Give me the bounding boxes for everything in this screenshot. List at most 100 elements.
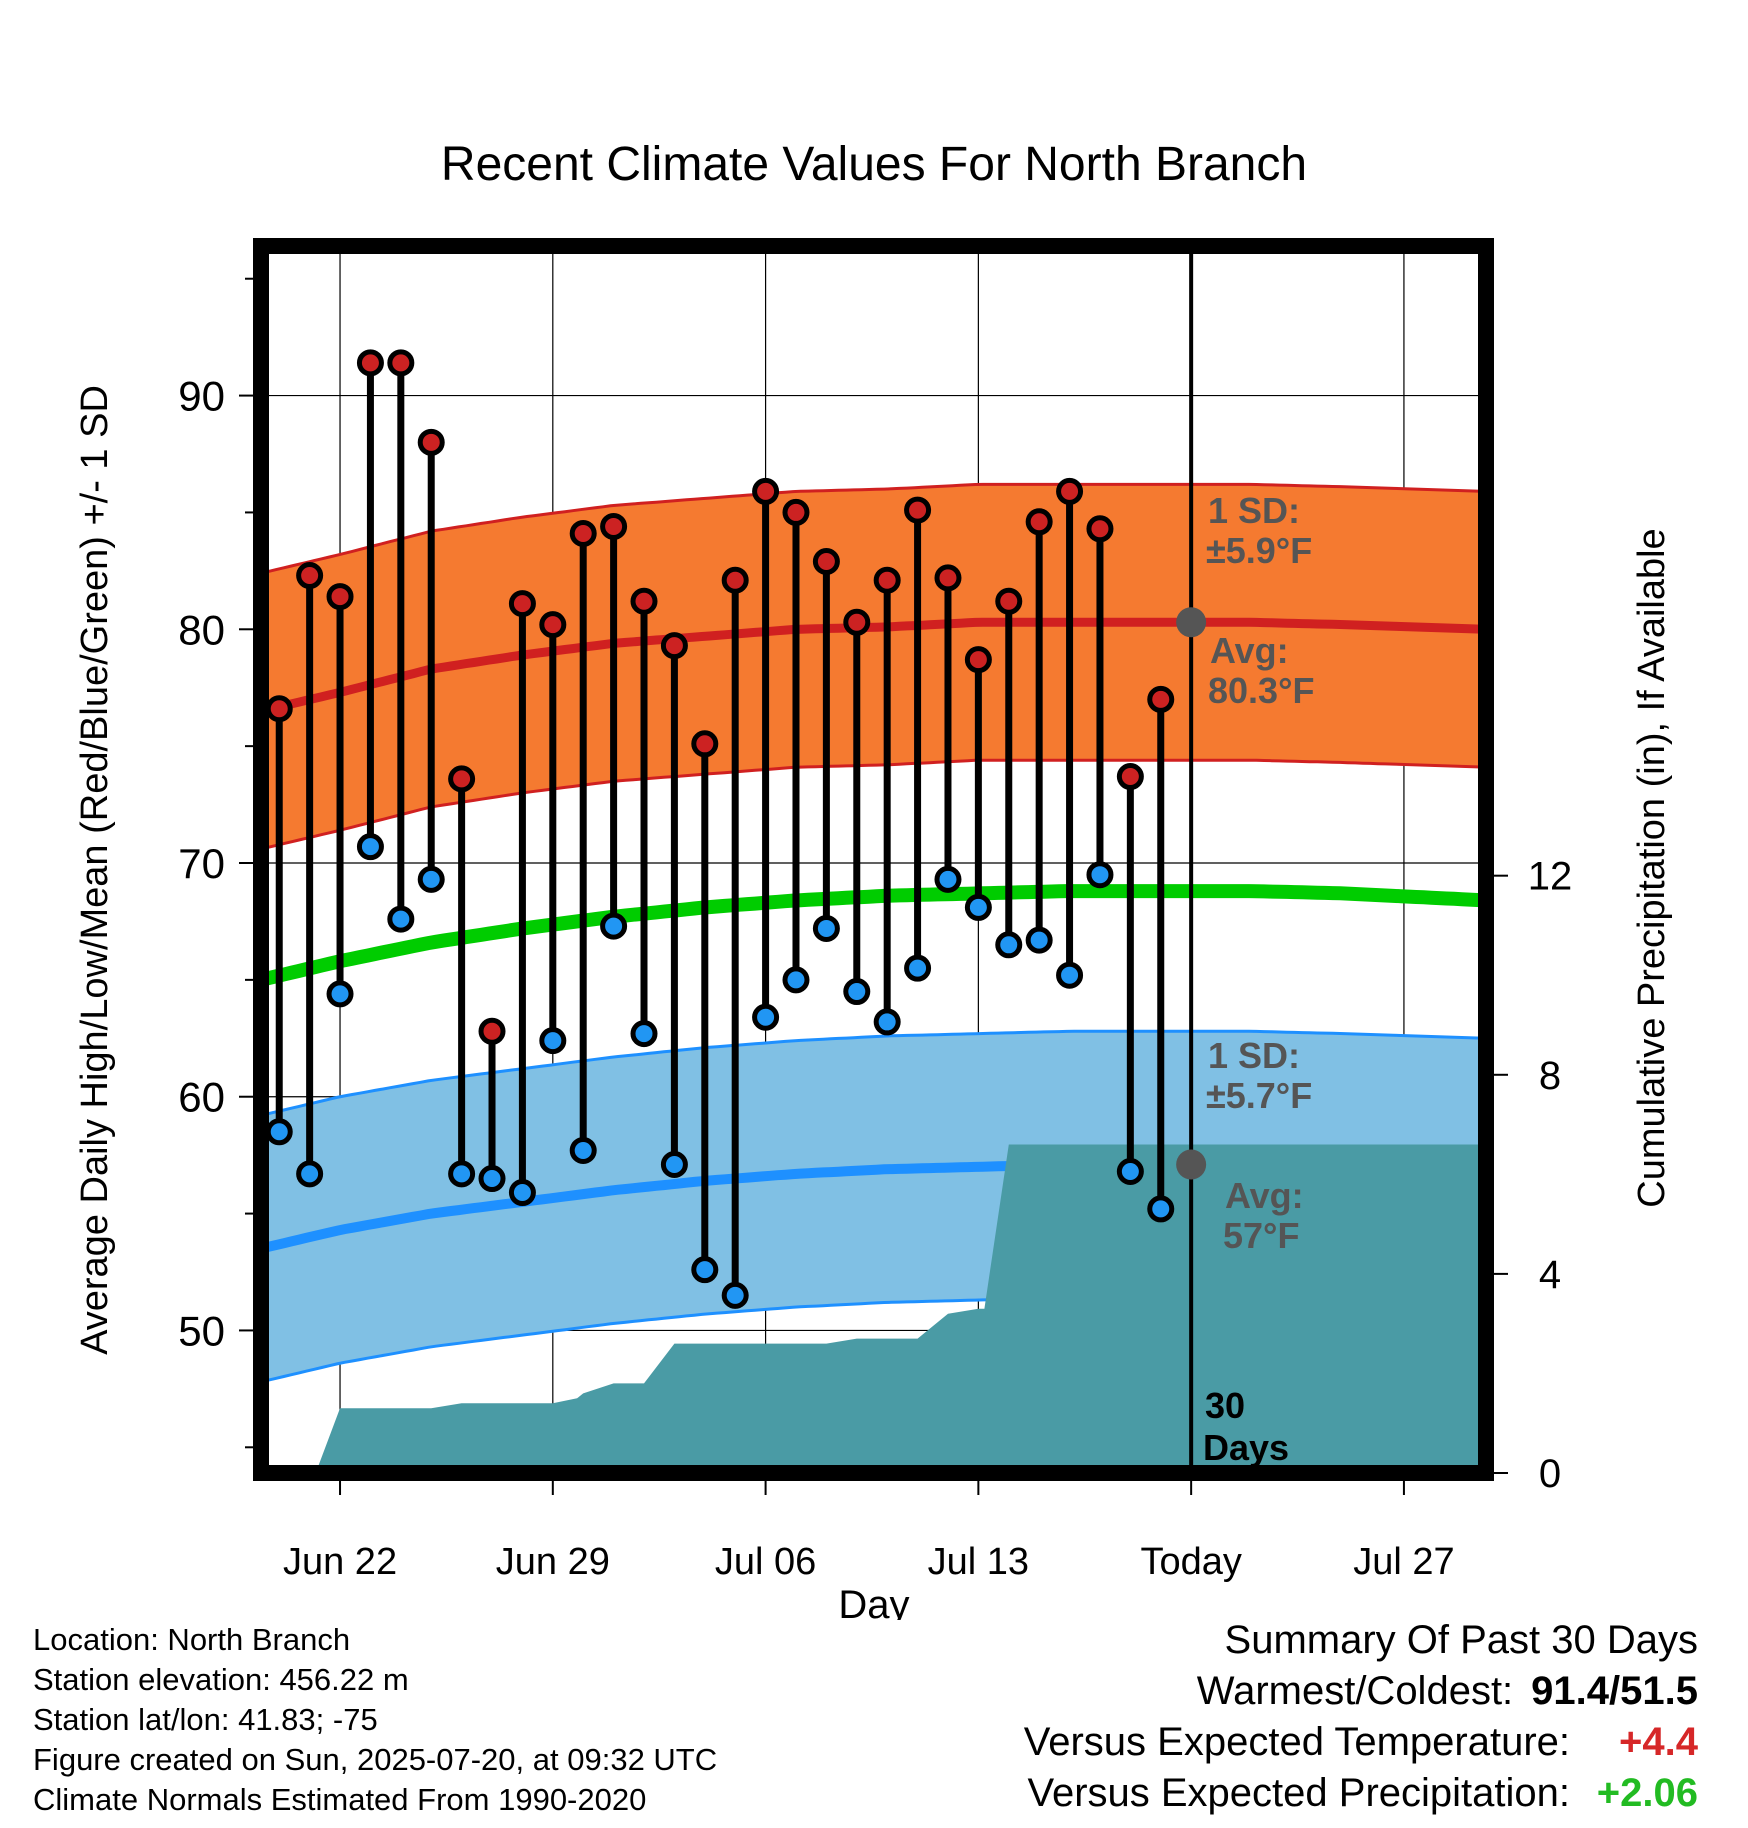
daily-high-point	[721, 566, 749, 594]
y-axis-label-right: Cumulative Precipitation (in), If Availa…	[1631, 528, 1673, 1207]
high-sd-value: ±5.9°F	[1206, 530, 1312, 571]
daily-high-point	[296, 562, 324, 590]
summary-title: Summary Of Past 30 Days	[1224, 1618, 1698, 1662]
daily-high-point	[812, 548, 840, 576]
daily-high-point	[843, 608, 871, 636]
latlon-text: Station lat/lon: 41.83; -75	[33, 1702, 378, 1737]
daily-low-point	[995, 931, 1023, 959]
daily-low-point	[326, 980, 354, 1008]
daily-low-point	[356, 833, 384, 861]
daily-high-point	[904, 496, 932, 524]
daily-high-point	[1025, 508, 1053, 536]
elevation-text: Station elevation: 456.22 m	[33, 1662, 409, 1697]
x-tick-label: Jul 27	[1353, 1541, 1454, 1583]
daily-high-point	[934, 564, 962, 592]
daily-high-point	[417, 428, 445, 456]
daily-high-point	[1056, 477, 1084, 505]
y-left-tick-label: 80	[178, 606, 225, 653]
high-sd-band	[261, 484, 1486, 849]
temp-anomaly-value: +4.4	[1619, 1720, 1698, 1764]
daily-low-point	[1147, 1195, 1175, 1223]
daily-low-point	[934, 865, 962, 893]
daily-low-point	[448, 1160, 476, 1188]
daily-low-point	[691, 1256, 719, 1284]
daily-low-point	[508, 1179, 536, 1207]
daily-high-point	[630, 587, 658, 615]
daily-low-point	[660, 1150, 688, 1178]
high-sd-label: 1 SD:	[1208, 490, 1300, 531]
low-sd-label: 1 SD:	[1208, 1035, 1300, 1076]
plot-frame	[253, 238, 1494, 1481]
low-band-upper-edge	[261, 1029, 1486, 1117]
warm-cold-value: 91.4/51.5	[1531, 1669, 1698, 1713]
daily-low-point	[387, 905, 415, 933]
warm-cold-label: Warmest/Coldest:	[1196, 1669, 1514, 1713]
daily-low-point	[600, 912, 628, 940]
daily-high-point	[1086, 515, 1114, 543]
x-tick-label: Jul 13	[928, 1541, 1029, 1583]
daily-high-point	[964, 646, 992, 674]
daily-low-point	[1056, 961, 1084, 989]
x-tick-label: Today	[1140, 1541, 1241, 1583]
daily-low-point	[1116, 1158, 1144, 1186]
daily-low-point	[904, 954, 932, 982]
y-left-tick-label: 90	[178, 373, 225, 420]
high-avg-value: 80.3°F	[1208, 670, 1314, 711]
daily-high-point	[752, 477, 780, 505]
daily-high-point	[448, 765, 476, 793]
daily-high-point	[387, 349, 415, 377]
daily-high-point	[660, 632, 688, 660]
daily-high-point	[873, 566, 901, 594]
daily-high-point	[569, 519, 597, 547]
daily-high-point	[356, 349, 384, 377]
x-axis-label: Day	[838, 1583, 909, 1620]
x-tick-label: Jul 06	[715, 1541, 816, 1583]
daily-low-point	[782, 966, 810, 994]
normals-text: Climate Normals Estimated From 1990-2020	[33, 1782, 647, 1817]
y-right-tick-label: 4	[1539, 1253, 1561, 1297]
summary-temp-row: Versus Expected Temperature: +4.4	[1024, 1717, 1698, 1768]
low-avg-value: 57°F	[1223, 1215, 1299, 1256]
summary-panel: Summary Of Past 30 Days Warmest/Coldest:…	[1024, 1615, 1698, 1819]
high-avg-label: Avg:	[1210, 630, 1289, 671]
daily-high-point	[995, 587, 1023, 615]
y-right-tick-label: 0	[1539, 1452, 1561, 1496]
daily-low-point	[964, 893, 992, 921]
created-text: Figure created on Sun, 2025-07-20, at 09…	[33, 1742, 718, 1777]
summary-warm-cold-row: Warmest/Coldest: 91.4/51.5	[1024, 1666, 1698, 1717]
y-left-tick-label: 60	[178, 1074, 225, 1121]
y-left-tick-label: 50	[178, 1307, 225, 1354]
daily-low-point	[843, 978, 871, 1006]
today-avg-low-dot	[1176, 1149, 1207, 1180]
precip-anomaly-value: +2.06	[1596, 1771, 1698, 1815]
daily-high-point	[782, 498, 810, 526]
temp-anomaly-label: Versus Expected Temperature:	[1023, 1720, 1570, 1764]
climate-chart: Recent Climate Values For North Branch 1…	[74, 138, 1673, 1620]
daily-low-point	[296, 1160, 324, 1188]
avg-mean-line	[261, 884, 1486, 987]
daily-high-point	[691, 730, 719, 758]
high-band-upper-edge	[261, 482, 1486, 575]
daily-high-point	[508, 590, 536, 618]
daily-low-point	[752, 1003, 780, 1031]
daily-low-point	[478, 1165, 506, 1193]
daily-low-point	[873, 1008, 901, 1036]
today-avg-high-dot	[1176, 607, 1207, 638]
daily-low-point	[721, 1281, 749, 1309]
cumulative-precip-area	[315, 1144, 1486, 1473]
daily-high-point	[478, 1017, 506, 1045]
x-tick-label: Jun 22	[283, 1541, 397, 1583]
avg-high-line	[261, 617, 1486, 716]
y-left-tick-label: 70	[178, 840, 225, 887]
low-sd-value: ±5.7°F	[1206, 1075, 1312, 1116]
daily-low-point	[417, 865, 445, 893]
daily-low-point	[1086, 861, 1114, 889]
y-right-tick-label: 8	[1539, 1054, 1561, 1098]
y-axis-label-left: Average Daily High/Low/Mean (Red/Blue/Gr…	[74, 385, 116, 1355]
y-right-tick-label: 12	[1528, 855, 1573, 899]
daily-high-point	[265, 695, 293, 723]
summary-precip-row: Versus Expected Precipitation: +2.06	[1024, 1768, 1698, 1819]
daily-low-point	[265, 1118, 293, 1146]
x-tick-label: Jun 29	[496, 1541, 610, 1583]
daily-high-point	[539, 611, 567, 639]
